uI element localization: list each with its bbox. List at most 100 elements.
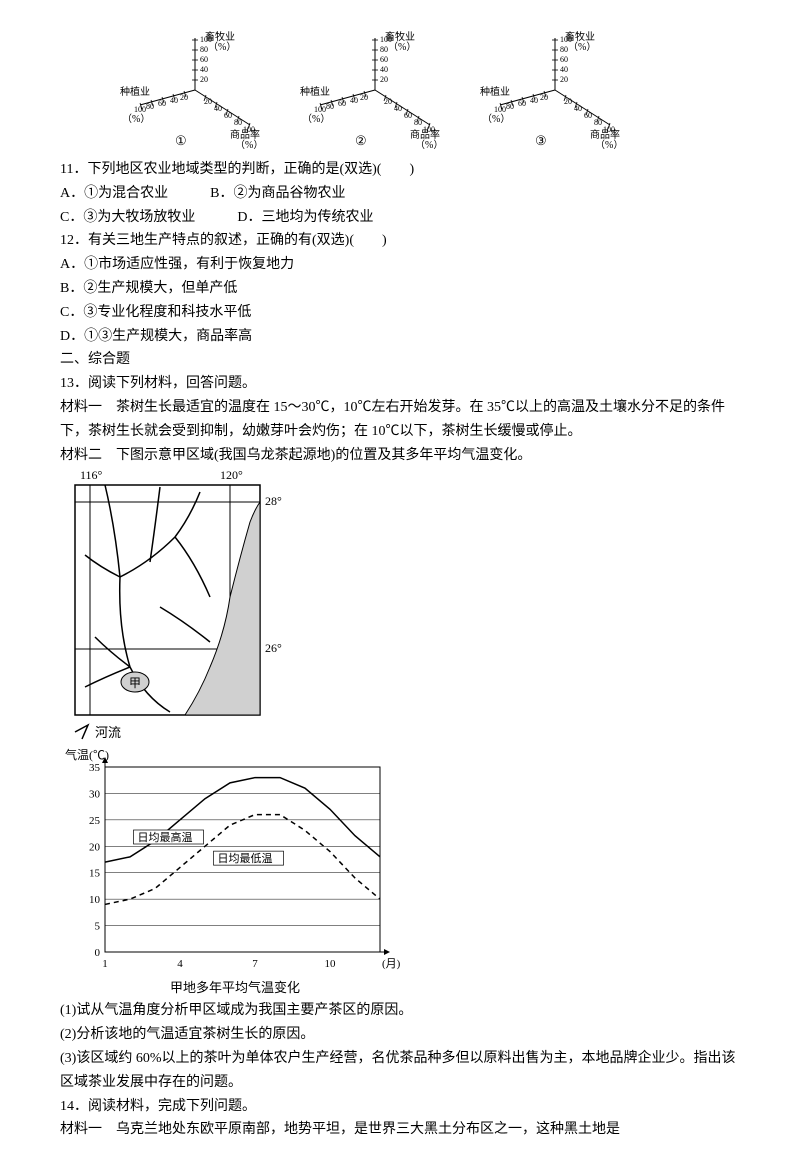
svg-text:20: 20 xyxy=(564,97,572,106)
svg-text:80: 80 xyxy=(414,118,422,127)
svg-text:20: 20 xyxy=(384,97,392,106)
svg-text:80: 80 xyxy=(594,118,602,127)
svg-text:20: 20 xyxy=(560,75,568,84)
svg-text:20: 20 xyxy=(180,93,188,102)
svg-text:20: 20 xyxy=(380,75,388,84)
svg-text:25: 25 xyxy=(89,815,101,827)
svg-text:20: 20 xyxy=(200,75,208,84)
svg-text:(月): (月) xyxy=(382,958,401,970)
q12-opt-b: B．②生产规模大，但单产低 xyxy=(60,277,740,301)
section-heading: 二、综合题 xyxy=(60,348,740,372)
svg-text:60: 60 xyxy=(200,55,208,64)
ternary-2: 10080604020 10080604020 20406080100 畜牧业（… xyxy=(300,30,450,150)
svg-text:80: 80 xyxy=(200,45,208,54)
chart-title: 甲地多年平均气温变化 xyxy=(60,977,410,999)
svg-text:20: 20 xyxy=(204,97,212,106)
svg-text:7: 7 xyxy=(252,958,258,970)
svg-text:（%）: （%） xyxy=(122,113,150,125)
q13-sub2: (2)分析该地的气温适宜茶树生长的原因。 xyxy=(60,1023,740,1047)
ternary-diagram-row: 10080604020 10080604020 20406080100 畜牧业 … xyxy=(60,30,740,150)
svg-text:60: 60 xyxy=(380,55,388,64)
lat-28: 28° xyxy=(265,494,282,508)
q14-stem: 14．阅读材料，完成下列问题。 xyxy=(60,1095,740,1119)
svg-text:40: 40 xyxy=(350,96,358,105)
region-label: 甲 xyxy=(129,676,141,690)
svg-text:1: 1 xyxy=(102,958,108,970)
svg-text:40: 40 xyxy=(530,96,538,105)
svg-text:气温(℃): 气温(℃) xyxy=(65,747,109,762)
svg-text:80: 80 xyxy=(380,45,388,54)
svg-text:（%）: （%） xyxy=(208,41,236,53)
svg-text:100: 100 xyxy=(314,105,326,114)
q13-stem: 13．阅读下列材料，回答问题。 xyxy=(60,372,740,396)
svg-text:40: 40 xyxy=(170,96,178,105)
temp-chart: 气温(℃) 0 5 10 15 20 25 30 35 1 4 7 10 (月) 日均最高温日均最低温 甲地… xyxy=(60,747,740,999)
lon-116: 116° xyxy=(80,468,103,482)
q13-m1: 材料一 茶树生长最适宜的温度在 15～30℃，10℃左右开始发芽。在 35℃以上… xyxy=(60,396,740,444)
svg-text:（%）: （%） xyxy=(568,41,596,53)
svg-text:20: 20 xyxy=(89,842,101,854)
ternary-label-3: ③ xyxy=(535,133,547,148)
svg-text:60: 60 xyxy=(224,111,232,120)
q11-stem: 11．下列地区农业地域类型的判断，正确的是(双选)( ) xyxy=(60,158,740,182)
svg-text:40: 40 xyxy=(574,104,582,113)
svg-text:80: 80 xyxy=(560,45,568,54)
svg-text:（%）: （%） xyxy=(388,41,416,53)
svg-text:100: 100 xyxy=(494,105,506,114)
svg-text:5: 5 xyxy=(95,921,101,933)
q12-opt-c: C．③专业化程度和科技水平低 xyxy=(60,301,740,325)
ternary-1: 10080604020 10080604020 20406080100 畜牧业 … xyxy=(120,30,270,150)
axis-left-label: 种植业 xyxy=(120,85,150,98)
svg-text:60: 60 xyxy=(560,55,568,64)
svg-text:100: 100 xyxy=(134,105,146,114)
svg-text:80: 80 xyxy=(146,102,154,111)
svg-text:（%）: （%） xyxy=(595,139,623,150)
svg-text:60: 60 xyxy=(584,111,592,120)
svg-text:80: 80 xyxy=(326,102,334,111)
svg-text:（%）: （%） xyxy=(302,113,330,125)
q14-m1: 材料一 乌克兰地处东欧平原南部，地势平坦，是世界三大黑土分布区之一，这种黑土地是 xyxy=(60,1118,740,1142)
svg-text:种植业: 种植业 xyxy=(480,85,510,98)
svg-text:60: 60 xyxy=(158,99,166,108)
svg-text:40: 40 xyxy=(394,104,402,113)
q13-m2: 材料二 下图示意甲区域(我国乌龙茶起源地)的位置及其多年平均气温变化。 xyxy=(60,444,740,468)
svg-text:20: 20 xyxy=(360,93,368,102)
svg-text:15: 15 xyxy=(89,868,101,880)
svg-text:80: 80 xyxy=(234,118,242,127)
svg-text:40: 40 xyxy=(214,104,222,113)
lon-120: 120° xyxy=(220,468,243,482)
q13-sub3: (3)该区域约 60%以上的茶叶为单体农户生产经营，名优茶品种多但以原料出售为主… xyxy=(60,1047,740,1095)
svg-text:60: 60 xyxy=(404,111,412,120)
svg-text:（%）: （%） xyxy=(415,139,443,150)
svg-text:（%）: （%） xyxy=(482,113,510,125)
svg-text:40: 40 xyxy=(380,65,388,74)
svg-text:60: 60 xyxy=(518,99,526,108)
map-legend: 河流 xyxy=(95,725,121,740)
ternary-3: 10080604020 10080604020 20406080100 畜牧业（… xyxy=(480,30,630,150)
ternary-label-1: ① xyxy=(175,133,187,148)
svg-text:20: 20 xyxy=(540,93,548,102)
q12-stem: 12．有关三地生产特点的叙述，正确的有(双选)( ) xyxy=(60,229,740,253)
svg-text:35: 35 xyxy=(89,762,101,774)
svg-text:40: 40 xyxy=(560,65,568,74)
svg-text:30: 30 xyxy=(89,789,101,801)
svg-text:日均最低温: 日均最低温 xyxy=(218,853,273,866)
svg-text:60: 60 xyxy=(338,99,346,108)
svg-text:10: 10 xyxy=(89,895,101,907)
svg-text:日均最高温: 日均最高温 xyxy=(138,830,193,844)
lat-26: 26° xyxy=(265,641,282,655)
q11-opt-ab: A．①为混合农业 B．②为商品谷物农业 xyxy=(60,182,740,206)
svg-text:（%）: （%） xyxy=(235,139,263,150)
q12-opt-a: A．①市场适应性强，有利于恢复地力 xyxy=(60,253,740,277)
q13-sub1: (1)试从气温角度分析甲区域成为我国主要产茶区的原因。 xyxy=(60,999,740,1023)
svg-text:4: 4 xyxy=(177,958,183,970)
q11-opt-cd: C．③为大牧场放牧业 D．三地均为传统农业 xyxy=(60,206,740,230)
ternary-label-2: ② xyxy=(355,133,367,148)
q12-opt-d: D．①③生产规模大，商品率高 xyxy=(60,325,740,349)
svg-text:40: 40 xyxy=(200,65,208,74)
map-figure: 116° 120° 28° 26° xyxy=(60,467,740,747)
svg-text:80: 80 xyxy=(506,102,514,111)
svg-text:10: 10 xyxy=(325,958,337,970)
svg-text:0: 0 xyxy=(95,947,101,959)
svg-text:种植业: 种植业 xyxy=(300,85,330,98)
